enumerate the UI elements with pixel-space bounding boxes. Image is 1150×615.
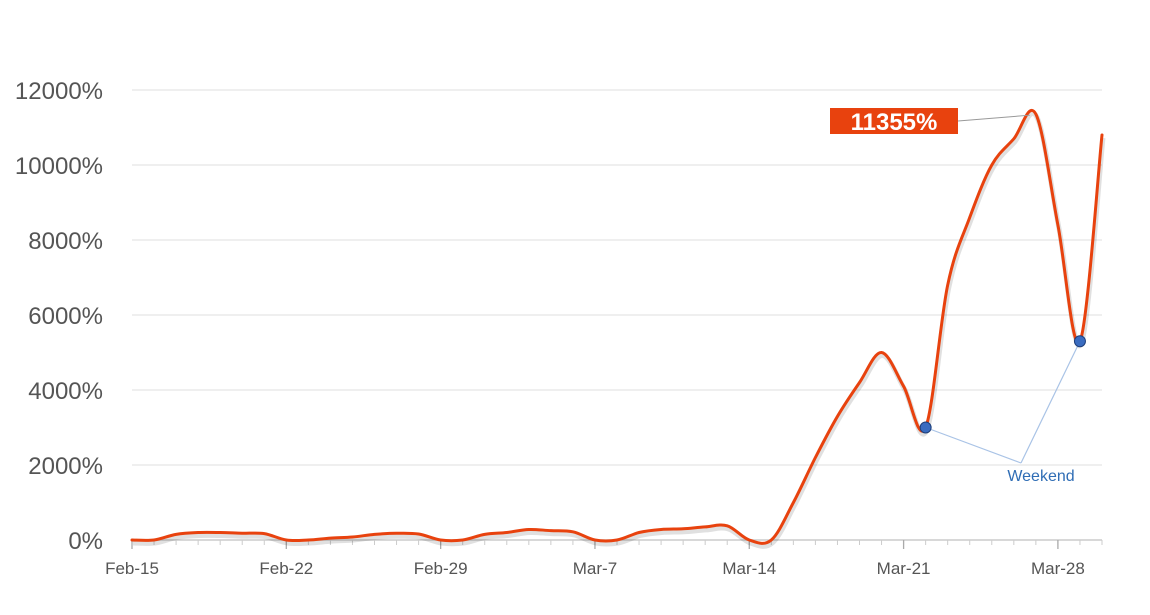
weekend-leader	[1020, 340, 1081, 464]
y-tick-label: 4000%	[28, 378, 103, 405]
series-line-shadow	[132, 111, 1106, 549]
weekend-point	[919, 421, 932, 434]
y-axis: 0% 2000% 4000% 6000% 8000% 10000% 12000%	[15, 78, 103, 555]
x-tick-label: Feb-22	[259, 559, 313, 578]
series-layer	[130, 109, 1106, 549]
peak-callout-label: 11355%	[851, 109, 938, 136]
weekend-label: Weekend	[1007, 468, 1074, 485]
y-tick-label: 6000%	[28, 303, 103, 330]
annotations: 11355% Weekend	[830, 108, 1086, 485]
y-tick-label: 12000%	[15, 78, 103, 105]
grid-lines	[132, 89, 1102, 466]
y-tick-label: 2000%	[28, 453, 103, 480]
peak-callout-box	[830, 108, 958, 134]
callout-leader	[957, 114, 1030, 122]
x-tick-label: Feb-29	[414, 559, 468, 578]
x-tick-label: Feb-15	[105, 559, 159, 578]
y-tick-label: 0%	[68, 528, 103, 555]
x-tick-label: Mar-21	[877, 559, 931, 578]
y-tick-label: 10000%	[15, 153, 103, 180]
x-tick-label: Mar-28	[1031, 559, 1085, 578]
weekend-point	[1073, 335, 1086, 348]
weekend-leader	[925, 426, 1022, 464]
series-line	[130, 109, 1104, 545]
x-tick-label: Mar-7	[573, 559, 617, 578]
y-tick-label: 8000%	[28, 228, 103, 255]
x-tick-label: Mar-14	[722, 559, 776, 578]
